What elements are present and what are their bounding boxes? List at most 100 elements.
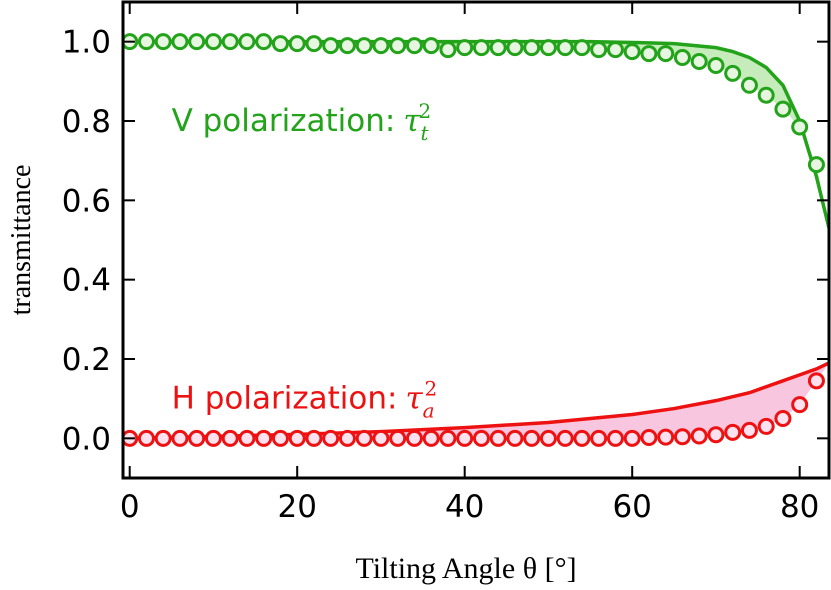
point: [489, 429, 507, 447]
point: [774, 410, 792, 427]
point: [606, 429, 624, 447]
point: [791, 118, 809, 136]
y-tick-label: 0.0: [62, 421, 111, 457]
point: [523, 39, 541, 57]
point: [221, 429, 239, 447]
point: [757, 417, 775, 435]
point: [188, 33, 206, 51]
point: [556, 429, 574, 447]
y-tick-label: 0.4: [62, 263, 111, 299]
point: [355, 429, 373, 447]
point: [724, 64, 742, 82]
point: [472, 429, 490, 447]
point: [573, 39, 591, 57]
point: [422, 37, 440, 55]
point: [556, 39, 574, 57]
point: [389, 429, 407, 447]
point: [690, 427, 708, 445]
point: [506, 39, 524, 57]
point: [539, 429, 557, 447]
point: [238, 429, 256, 447]
point: [305, 429, 323, 447]
point: [389, 37, 407, 55]
point: [271, 429, 289, 447]
point: [657, 45, 675, 63]
y-axis-label: transmittance: [6, 165, 37, 316]
point: [690, 53, 708, 70]
point: [255, 429, 273, 447]
point: [724, 423, 742, 441]
point: [489, 39, 507, 57]
point: [305, 35, 323, 53]
point: [774, 100, 792, 118]
point: [204, 429, 222, 447]
plot-area: [123, 33, 829, 447]
point: [322, 37, 340, 55]
point: [355, 37, 373, 55]
x-tick-label: 0: [120, 489, 140, 525]
point: [807, 372, 825, 390]
point: [171, 429, 189, 447]
point: [807, 156, 825, 174]
annotation-text: V polarization:: [172, 103, 396, 139]
annotation-symbol: τ: [403, 103, 421, 139]
point: [472, 39, 490, 57]
point: [623, 429, 641, 447]
point: [606, 41, 624, 59]
point: [204, 33, 222, 51]
annotation-symbol: τ: [405, 381, 423, 417]
point: [673, 49, 691, 67]
point: [673, 428, 691, 446]
point: [238, 33, 256, 51]
y-tick-label: 1.0: [62, 25, 111, 61]
point: [154, 33, 172, 51]
x-tick-label: 20: [277, 489, 316, 525]
x-tick-label: 80: [780, 489, 819, 525]
y-tick-label: 0.8: [62, 104, 111, 140]
point: [506, 429, 524, 447]
annotation-text: H polarization:: [172, 381, 398, 417]
x-axis-label: Tilting Angle θ [°]: [355, 552, 576, 585]
annotation-subscript: a: [423, 399, 435, 423]
x-tick-label: 40: [445, 489, 484, 525]
point: [372, 429, 390, 447]
point: [707, 426, 725, 444]
point: [137, 429, 155, 447]
point: [740, 76, 758, 94]
point: [740, 421, 758, 439]
annotation-superscript: 2: [425, 377, 438, 401]
point: [271, 35, 289, 53]
point: [573, 429, 591, 447]
point: [590, 41, 608, 59]
point: [221, 33, 239, 51]
point: [657, 428, 675, 446]
point: [439, 429, 457, 447]
point: [456, 429, 474, 447]
point: [255, 33, 273, 51]
point: [188, 429, 206, 447]
point: [154, 429, 172, 447]
annotation-subscript: t: [421, 121, 430, 145]
point: [623, 43, 641, 61]
point: [372, 37, 390, 55]
point: [523, 429, 541, 447]
point: [288, 35, 306, 53]
point: [707, 56, 725, 74]
point: [405, 37, 423, 55]
point: [757, 86, 775, 104]
x-tick-label: 60: [612, 489, 651, 525]
point: [171, 33, 189, 51]
y-tick-label: 0.6: [62, 183, 111, 219]
point: [539, 39, 557, 57]
point: [439, 41, 457, 59]
annotation-superscript: 2: [419, 99, 432, 123]
annotation: H polarization: τa2: [172, 377, 438, 423]
annotation: V polarization: τt2: [172, 99, 432, 145]
point: [640, 429, 658, 447]
point: [590, 429, 608, 447]
point: [456, 39, 474, 57]
point: [288, 429, 306, 447]
point: [137, 33, 155, 51]
point: [322, 429, 340, 447]
